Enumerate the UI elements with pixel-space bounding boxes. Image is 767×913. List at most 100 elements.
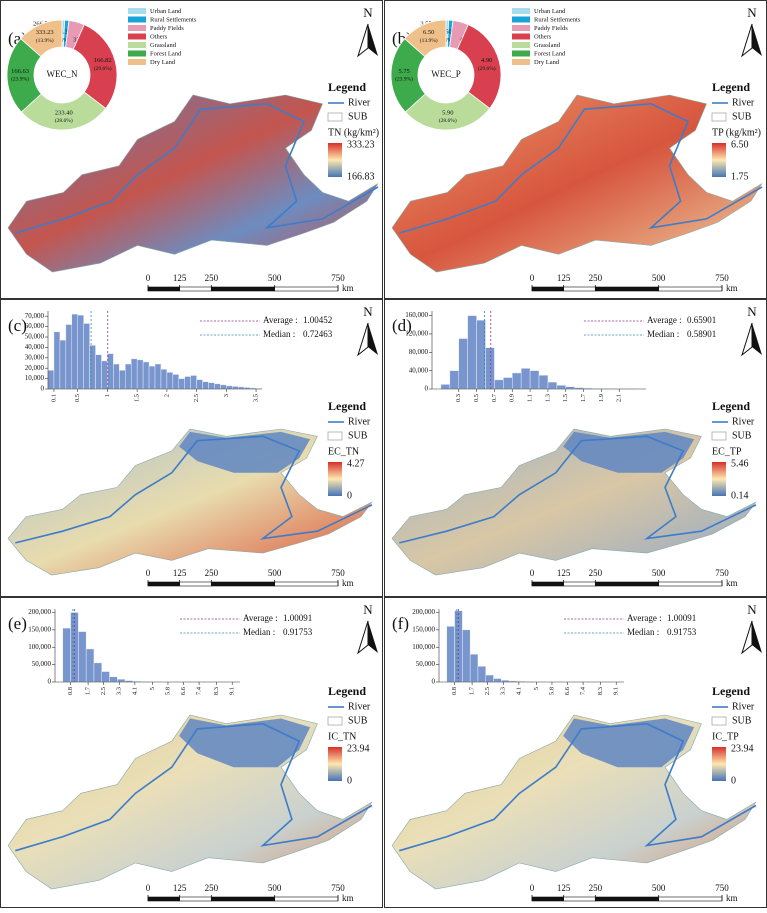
scale-tick-label: 0 bbox=[530, 568, 535, 578]
color-ramp bbox=[328, 747, 342, 781]
x-tick-label: 1.5 bbox=[562, 394, 569, 402]
median-value: 0.72463 bbox=[303, 329, 333, 339]
scale-tick-label: 125 bbox=[173, 883, 187, 893]
legend-variable: IC_TN bbox=[328, 731, 356, 742]
pie-legend-swatch bbox=[512, 42, 530, 48]
histogram-bar bbox=[102, 672, 110, 682]
average-label: Average : bbox=[647, 315, 682, 325]
pie-legend-label: Dry Land bbox=[534, 59, 560, 66]
x-tick-label: 0.1 bbox=[50, 394, 57, 402]
y-tick-label: 50,000 bbox=[416, 660, 436, 668]
legend-title: Legend bbox=[328, 80, 366, 94]
scale-tick-label: 125 bbox=[557, 273, 571, 283]
y-tick-label: 150,000 bbox=[412, 625, 435, 633]
y-tick-label: 150,000 bbox=[28, 625, 51, 633]
scale-tick-label: 125 bbox=[557, 883, 571, 893]
pie-legend-swatch bbox=[128, 59, 146, 65]
pie-legend-label: Paddy Fields bbox=[150, 25, 184, 32]
median-value: 0.58901 bbox=[687, 329, 716, 339]
histogram-bar bbox=[470, 654, 478, 682]
scale-segment bbox=[564, 287, 596, 291]
histogram-bar bbox=[66, 325, 72, 389]
scale-tick-label: 125 bbox=[173, 568, 187, 578]
north-arrow-half bbox=[358, 621, 368, 653]
scale-segment bbox=[148, 582, 180, 586]
histogram-bar bbox=[478, 666, 486, 682]
pie-amount: 166.82 bbox=[94, 57, 112, 64]
scale-tick-label: 250 bbox=[589, 883, 603, 893]
legend-sub-swatch bbox=[328, 432, 342, 440]
scale-segment bbox=[275, 582, 338, 586]
pie-percent: (28.6%) bbox=[439, 117, 457, 124]
legend-max: 5.46 bbox=[731, 458, 749, 469]
x-tick-label: 2.5 bbox=[193, 394, 200, 402]
y-tick-label: 160,000 bbox=[405, 311, 428, 319]
x-tick-label: 0.8 bbox=[451, 687, 458, 695]
pie-legend-swatch bbox=[128, 34, 146, 40]
scale-segment bbox=[532, 287, 564, 291]
histogram-bar bbox=[459, 339, 468, 389]
scale-segment bbox=[595, 287, 658, 291]
x-tick-label: 5 bbox=[149, 687, 156, 690]
median-value: 0.91753 bbox=[283, 627, 313, 637]
legend-river: River bbox=[732, 701, 755, 712]
scale-segment bbox=[564, 897, 596, 901]
legend-max: 6.50 bbox=[731, 139, 749, 150]
legend-max: 4.27 bbox=[347, 458, 365, 469]
median-label: Median : bbox=[647, 329, 679, 339]
histogram-bar bbox=[220, 385, 226, 389]
histogram-bar bbox=[232, 386, 238, 389]
histogram-bar bbox=[84, 323, 90, 389]
histogram-bar bbox=[185, 377, 191, 389]
scale-tick-label: 0 bbox=[146, 568, 151, 578]
histogram-bar bbox=[450, 371, 459, 389]
scale-tick-label: 500 bbox=[652, 883, 666, 893]
pie-legend-swatch bbox=[128, 51, 146, 57]
scale-tick-label: 500 bbox=[268, 883, 282, 893]
legend-min: 166.83 bbox=[347, 171, 375, 182]
x-tick-label: 0.3 bbox=[455, 394, 462, 402]
scale-tick-label: 750 bbox=[715, 883, 729, 893]
y-tick-label: 0 bbox=[48, 678, 52, 686]
legend-variable: EC_TN bbox=[328, 446, 359, 457]
north-label: N bbox=[747, 5, 757, 20]
scale-segment bbox=[148, 897, 180, 901]
x-tick-label: 6.6 bbox=[564, 686, 571, 695]
y-tick-label: 120,000 bbox=[405, 330, 428, 338]
pie-center-label: WEC_N bbox=[47, 69, 78, 79]
y-tick-label: 0 bbox=[425, 385, 429, 393]
scale-tick-label: 750 bbox=[715, 568, 729, 578]
legend-min: 0.14 bbox=[731, 490, 749, 501]
histogram-bar bbox=[96, 355, 102, 389]
histogram-bar bbox=[90, 345, 96, 389]
histogram-bar bbox=[102, 361, 108, 389]
scale-tick-label: 125 bbox=[557, 568, 571, 578]
north-arrow bbox=[368, 621, 378, 653]
legend-river: River bbox=[732, 97, 755, 108]
x-tick-label: 0.9 bbox=[509, 394, 516, 402]
histogram-bar bbox=[173, 374, 179, 389]
legend-title: Legend bbox=[328, 399, 366, 413]
x-tick-label: 3 bbox=[223, 394, 230, 397]
legend-variable: EC_TP bbox=[712, 446, 742, 457]
pie-legend-label: Others bbox=[150, 33, 168, 40]
pie-amount: 233.40 bbox=[55, 109, 73, 116]
legend-sub: SUB bbox=[732, 715, 752, 726]
x-tick-label: 2 bbox=[163, 394, 170, 397]
x-tick-label: 2.5 bbox=[100, 687, 107, 695]
pie-legend-swatch bbox=[512, 25, 530, 31]
pie-legend-swatch bbox=[512, 17, 530, 23]
pie-legend-swatch bbox=[512, 34, 530, 40]
pie-percent: (23.9%) bbox=[11, 76, 29, 83]
histogram-bar bbox=[486, 348, 495, 389]
legend-min: 0 bbox=[731, 775, 736, 786]
scale-segment bbox=[211, 287, 274, 291]
scale-segment bbox=[275, 287, 338, 291]
scale-segment bbox=[275, 897, 338, 901]
x-tick-label: 5.8 bbox=[164, 687, 171, 695]
scale-tick-label: 750 bbox=[331, 568, 345, 578]
scale-tick-label: 0 bbox=[146, 273, 151, 283]
legend-title: Legend bbox=[328, 684, 366, 698]
histogram-bar bbox=[149, 366, 155, 389]
